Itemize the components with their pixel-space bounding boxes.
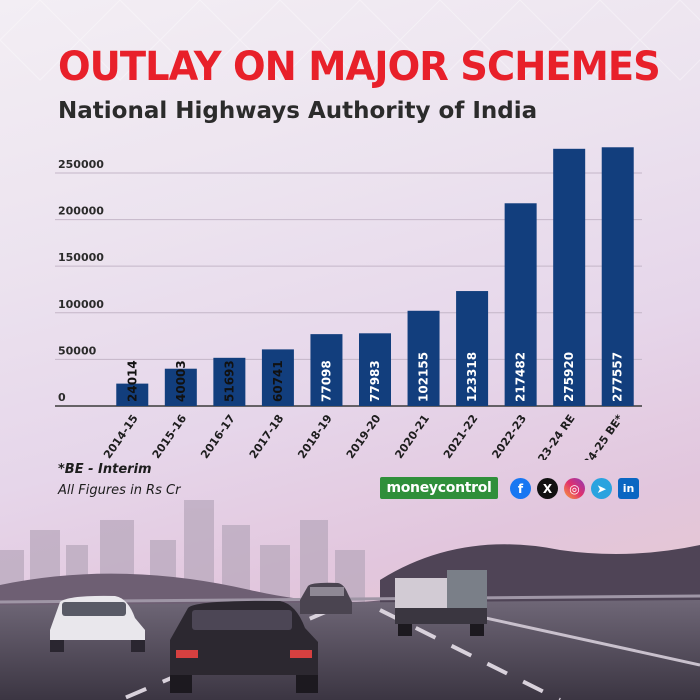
page-subtitle: National Highways Authority of India xyxy=(58,98,538,124)
x-tick-label-0: 2014-15 xyxy=(101,412,141,460)
bar-3 xyxy=(261,349,294,406)
instagram-icon[interactable]: ◎ xyxy=(564,478,585,499)
data-label-5: 77983 xyxy=(368,360,382,402)
linkedin-icon[interactable]: in xyxy=(618,478,639,499)
bar-10 xyxy=(601,147,634,406)
bar-6 xyxy=(407,310,440,406)
data-label-9: 275920 xyxy=(562,352,576,402)
y-tick-label-4: 200000 xyxy=(58,205,104,218)
y-tick-label-0: 0 xyxy=(58,391,66,404)
x-icon[interactable]: X xyxy=(537,478,558,499)
x-tick-label-2: 2016-17 xyxy=(198,412,238,460)
bar-8 xyxy=(504,203,537,406)
bar-0 xyxy=(116,383,149,406)
facebook-icon[interactable]: f xyxy=(510,478,531,499)
page-title: OUTLAY ON MAJOR SCHEMES xyxy=(58,44,661,90)
data-label-6: 102155 xyxy=(417,352,431,402)
x-tick-label-8: 2022-23 xyxy=(489,412,529,460)
data-label-2: 51693 xyxy=(222,360,236,402)
social-links: f X ◎ ➤ in xyxy=(510,478,639,499)
telegram-icon[interactable]: ➤ xyxy=(591,478,612,499)
y-tick-label-2: 100000 xyxy=(58,298,104,311)
data-label-0: 24014 xyxy=(125,360,139,402)
data-label-8: 217482 xyxy=(514,352,528,402)
x-tick-label-9: 2023-24 RE xyxy=(527,412,578,460)
y-tick-label-3: 150000 xyxy=(58,251,104,264)
bar-chart: 0 50000 100000 150000 200000 250000 24014 2014-… xyxy=(55,147,642,460)
truck xyxy=(395,570,487,636)
footnote-units: All Figures in Rs Cr xyxy=(58,483,181,498)
x-tick-label-3: 2017-18 xyxy=(247,412,287,460)
bar-1 xyxy=(164,368,197,406)
bar-2 xyxy=(213,357,246,406)
data-label-3: 60741 xyxy=(271,360,285,402)
white-car xyxy=(50,595,145,652)
data-label-7: 123318 xyxy=(465,352,479,402)
bar-5 xyxy=(359,333,391,406)
footnotes: *BE - Interim All Figures in Rs Cr xyxy=(58,462,180,498)
x-tick-label-6: 2020-21 xyxy=(392,412,432,460)
dark-car xyxy=(170,600,318,693)
x-tick-label-7: 2021-22 xyxy=(441,412,481,460)
bar-7 xyxy=(456,291,489,406)
x-tick-label-5: 2019-20 xyxy=(344,412,384,460)
highway-illustration xyxy=(0,500,700,700)
x-tick-label-10: 2024-25 BE* xyxy=(572,412,626,460)
footnote-interim: *BE - Interim xyxy=(58,462,152,477)
x-tick-label-4: 2018-19 xyxy=(295,412,335,460)
x-tick-label-1: 2015-16 xyxy=(150,412,190,460)
data-label-4: 77098 xyxy=(319,360,333,402)
small-car xyxy=(300,582,352,614)
bar-9 xyxy=(553,148,586,406)
data-label-1: 40003 xyxy=(174,360,188,402)
moneycontrol-logo[interactable]: moneycontrol xyxy=(380,477,498,499)
y-tick-label-5: 250000 xyxy=(58,158,104,171)
bar-4 xyxy=(310,334,343,406)
data-label-10: 277557 xyxy=(611,352,625,402)
y-tick-label-1: 50000 xyxy=(58,344,97,357)
